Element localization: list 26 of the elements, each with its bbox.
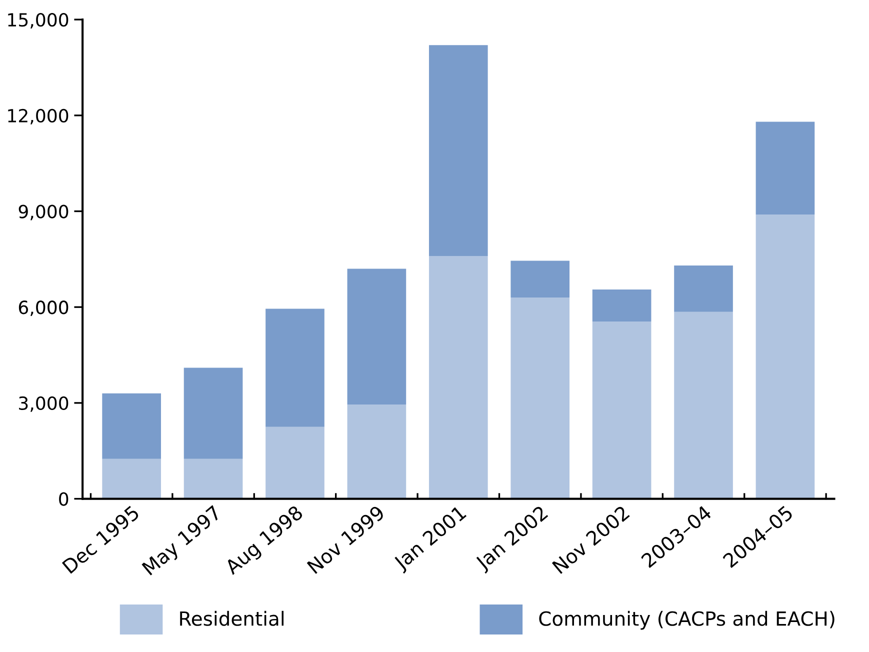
bar [184,368,243,459]
bar [266,308,324,427]
bar [756,122,815,214]
legend-label: Community (CACPs and EACH) [539,610,834,630]
bar [510,298,570,499]
bar [756,214,815,499]
y-tick-label: 3,000 [19,396,68,412]
bar [102,393,161,459]
bar [266,426,324,499]
bar [674,312,733,499]
bar [428,45,488,256]
legend-label: Residential [180,610,284,626]
y-tick-label: 15,000 [8,13,68,29]
bar [184,458,243,499]
bar [102,458,161,499]
bar [510,260,570,298]
y-tick-label: 6,000 [18,300,68,316]
y-tick-label: 9,000 [18,204,68,220]
bar [347,404,406,499]
y-tick-label: 0 [59,492,68,506]
y-tick-label: 12,000 [8,108,68,124]
bar [674,266,733,312]
bar [592,290,652,322]
bar [428,256,488,499]
bar [592,321,652,499]
bar [347,268,406,405]
